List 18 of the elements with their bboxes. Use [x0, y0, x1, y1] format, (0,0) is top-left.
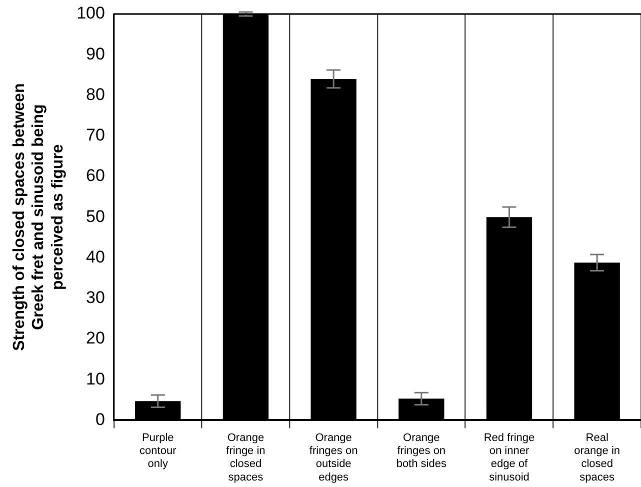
x-tick-label: Orange fringe in closed spaces	[226, 432, 266, 484]
x-tick-label: Orange fringes on both sides	[396, 432, 447, 470]
y-tick-label: 30	[86, 288, 105, 308]
y-tick-label: 40	[86, 247, 105, 266]
x-tick-label: Red fringe on inner edge of sinusoid	[484, 432, 535, 484]
y-tick-label: 80	[86, 84, 105, 104]
x-tick-label: Real orange in closed spaces	[574, 432, 620, 484]
y-tick-label: 100	[76, 4, 105, 23]
y-tick-label: 70	[86, 126, 105, 145]
x-tick-label: Orange fringes on outside edges	[309, 432, 358, 484]
y-tick-label: 20	[86, 328, 105, 348]
y-tick-label: 60	[86, 166, 105, 186]
y-tick-label: 10	[86, 369, 105, 388]
x-tick-label: Purple contour only	[140, 432, 177, 470]
y-tick-label: 90	[86, 44, 105, 64]
y-tick-label: 0	[95, 410, 105, 429]
y-axis-title: Strength of closed spaces between Greek fret and sinusoid being perceived as figure	[11, 83, 66, 351]
y-tick-label: 50	[86, 206, 105, 226]
